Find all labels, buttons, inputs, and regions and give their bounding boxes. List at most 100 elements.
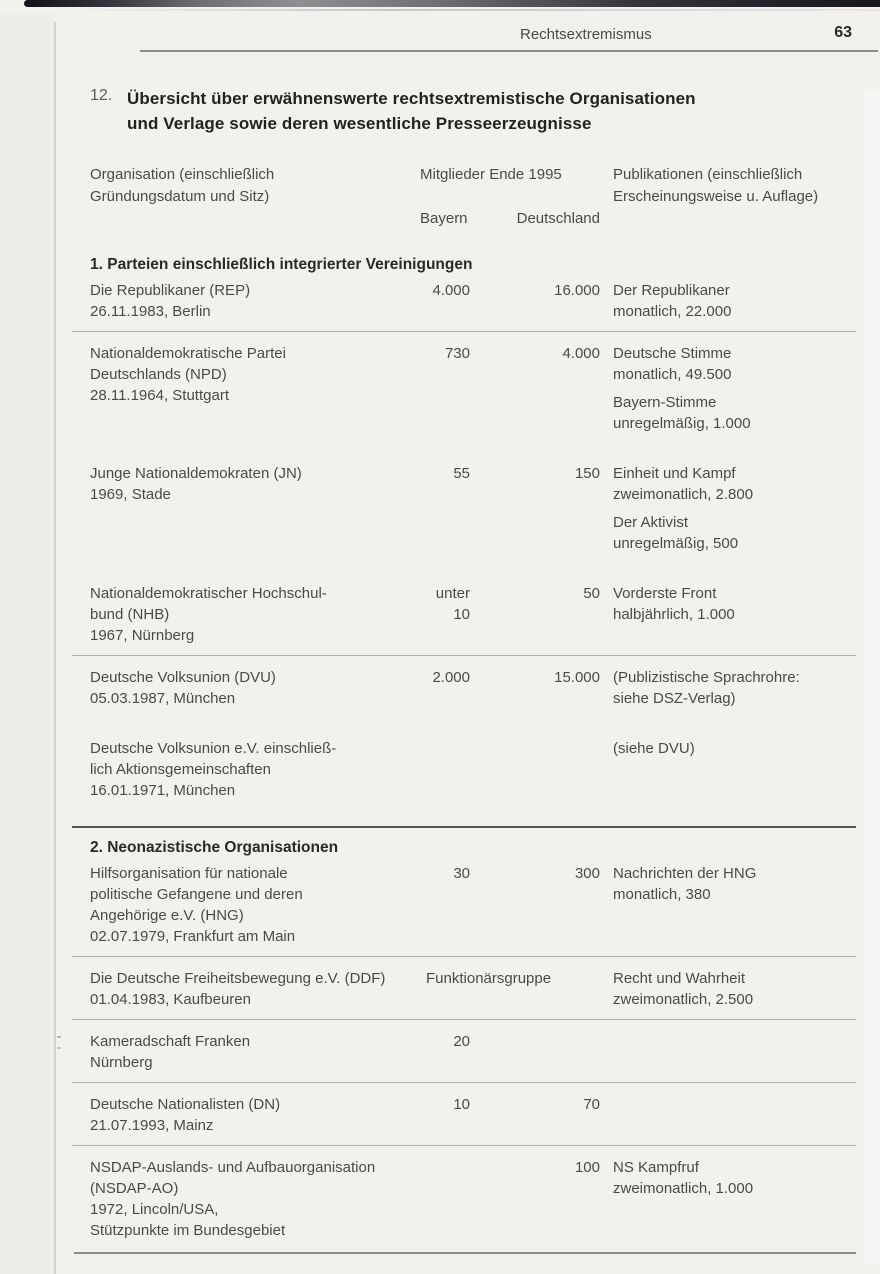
org-line: Junge Nationaldemokraten (JN)	[90, 465, 302, 482]
org-line: bund (NHB)	[90, 606, 170, 623]
publication-line: Der Aktivist	[613, 514, 689, 531]
publication-line: Einheit und Kampf	[613, 465, 736, 482]
publication-entry: Vorderste Front halbjährlich, 1.000	[613, 583, 856, 625]
publication-entry: Recht und Wahrheit zweimonatlich, 2.500	[613, 968, 856, 1010]
publication-line: Deutsche Stimme	[613, 345, 732, 362]
deutschland-members-cell	[470, 1031, 600, 1073]
publication-entry: Deutsche Stimme monatlich, 49.500	[613, 343, 856, 385]
publication-line: unregelmäßig, 1.000	[613, 415, 751, 432]
scan-artifact	[57, 1036, 61, 1049]
publication-entry: Einheit und Kampf zweimonatlich, 2.800	[613, 463, 856, 505]
table-row: Deutsche Volksunion e.V. einschließ-lich…	[90, 733, 856, 810]
org-line: Die Republikaner (REP)	[90, 282, 251, 299]
org-line: 1967, Nürnberg	[90, 627, 195, 644]
bayern-members-cell	[420, 1157, 470, 1241]
publication-line: zweimonatlich, 2.500	[613, 991, 754, 1008]
org-cell: Nationaldemokratischer Hochschul-bund (N…	[90, 583, 420, 646]
deutschland-members-cell: 16.000	[554, 282, 600, 299]
publication-entry: (Publizistische Sprachrohre: siehe DSZ-Ve…	[613, 667, 856, 709]
title-line-1: Übersicht über erwähnenswerte rechtsextr…	[127, 89, 696, 108]
bayern-members-cell: 10	[420, 1094, 470, 1136]
bayern-line: 4.000	[432, 282, 470, 299]
org-line: Nationaldemokratische Partei	[90, 345, 286, 362]
page-content: 12. Übersicht über erwähnenswerte rechts…	[72, 86, 856, 1254]
org-cell: Nationaldemokratische Partei Deutschlands…	[72, 343, 420, 434]
publication-line: zweimonatlich, 1.000	[613, 1180, 754, 1197]
publication-entry: Nachrichten der HNG monatlich, 380	[613, 863, 856, 905]
publications-cell: Deutsche Stimme monatlich, 49.500 Bayern-S…	[600, 343, 856, 434]
bayern-members-cell: 30	[420, 863, 470, 947]
deutschland-members-cell: 50	[583, 585, 600, 602]
publications-cell: NS Kampfruf zweimonatlich, 1.000	[600, 1157, 856, 1241]
org-line: Hilfsorganisation für nationale	[90, 865, 288, 882]
publication-entry: Bayern-Stimme unregelmäßig, 1.000	[613, 392, 856, 434]
bayern-members-cell: 4.000	[420, 280, 470, 322]
org-cell: Deutsche Volksunion (DVU) 05.03.1987, Mün…	[72, 667, 420, 709]
title-text: Übersicht über erwähnenswerte rechtsextr…	[127, 86, 696, 136]
org-line: 01.04.1983, Kaufbeuren	[90, 991, 251, 1008]
column-header-publications-line2: Erscheinungsweise u. Auflage)	[613, 188, 819, 205]
column-header-publications-line1: Publikationen (einschließlich	[613, 166, 803, 183]
org-line: lich Aktionsgemeinschaften	[90, 761, 271, 778]
org-line: Nürnberg	[90, 1054, 153, 1071]
column-header-organisation-line2: Gründungsdatum und Sitz)	[90, 188, 270, 205]
org-line: 1972, Lincoln/USA,	[90, 1201, 219, 1218]
column-header-publications: Publikationen (einschließlich Erscheinun…	[600, 164, 856, 208]
running-head-title: Rechtsextremismus	[520, 26, 652, 43]
publication-line: Recht und Wahrheit	[613, 970, 746, 987]
org-line: Deutsche Volksunion (DVU)	[90, 669, 276, 686]
scan-page-edge	[54, 22, 56, 1274]
scan-book-edge	[24, 0, 880, 7]
column-header-bayern: Bayern	[420, 210, 468, 227]
column-header-members: Mitglieder Ende 1995	[420, 166, 562, 183]
scan-book-edge-shadow	[60, 9, 880, 11]
org-cell: Deutsche Volksunion e.V. einschließ-lich…	[90, 738, 420, 801]
org-line: (NSDAP-AO)	[90, 1180, 179, 1197]
title-line-2: und Verlage sowie deren wesentliche Pres…	[127, 114, 592, 133]
bayern-members-cell	[420, 738, 470, 801]
org-cell: Die Deutsche Freiheitsbewegung e.V. (DDF…	[72, 968, 420, 1010]
publication-line: Bayern-Stimme	[613, 394, 717, 411]
publications-cell: (Publizistische Sprachrohre: siehe DSZ-Ve…	[600, 667, 856, 709]
publication-entry: Der Aktivist unregelmäßig, 500	[613, 512, 856, 554]
scan-right-edge	[864, 90, 880, 1264]
org-line: 21.07.1993, Mainz	[90, 1117, 214, 1134]
column-header-organisation-line1: Organisation (einschließlich	[90, 166, 275, 183]
table-row: Hilfsorganisation für nationale politisch…	[90, 858, 856, 956]
publications-cell: (siehe DVU)	[600, 738, 856, 801]
table-column-headers: Organisation (einschließlich Gründungsda…	[90, 164, 856, 230]
org-line: Die Deutsche Freiheitsbewegung e.V. (DDF…	[90, 970, 386, 987]
org-line: Deutsche Nationalisten (DN)	[90, 1096, 281, 1113]
bayern-members-cell: 730	[420, 343, 470, 434]
bayern-members-cell: unter 10	[420, 583, 470, 646]
section-heading: 1. Parteien einschließlich integrierter …	[90, 256, 473, 273]
bayern-line: 730	[444, 345, 470, 362]
publication-entry: (siehe DVU)	[613, 738, 856, 759]
table-row: Nationaldemokratischer Hochschul-bund (N…	[90, 578, 856, 655]
org-line: 16.01.1971, München	[90, 782, 236, 799]
deutschland-members-cell: 4.000	[562, 345, 600, 362]
bayern-members-cell: 55	[420, 463, 470, 554]
table-row: Deutsche Volksunion (DVU) 05.03.1987, Mün…	[72, 655, 856, 718]
members-span-cell: Funktionärsgruppe	[426, 970, 552, 987]
org-line: politische Gefangene und deren	[90, 886, 303, 903]
publication-line: (siehe DVU)	[613, 740, 695, 757]
running-head-rule	[140, 50, 878, 52]
org-cell: Junge Nationaldemokraten (JN) 1969, Stade	[90, 463, 420, 554]
deutschland-members-cell: 150	[574, 465, 600, 482]
org-line: 28.11.1964, Stuttgart	[90, 387, 229, 404]
bayern-members-cell: 2.000	[420, 667, 470, 709]
org-cell: NSDAP-Auslands- und Aufbauorganisation (N…	[72, 1157, 420, 1241]
org-line: Stützpunkte im Bundesgebiet	[90, 1222, 286, 1239]
org-line: Kameradschaft Franken	[90, 1033, 251, 1050]
publication-line: unregelmäßig, 500	[613, 535, 739, 552]
publications-cell: Nachrichten der HNG monatlich, 380	[600, 863, 856, 947]
table-row: Nationaldemokratische Partei Deutschlands…	[72, 331, 856, 443]
bayern-line: 20	[453, 1033, 470, 1050]
publication-line: monatlich, 49.500	[613, 366, 732, 383]
org-line: 02.07.1979, Frankfurt am Main	[90, 928, 296, 945]
deutschland-members-cell: 15.000	[554, 669, 600, 686]
title-number: 12.	[90, 87, 113, 104]
org-line: NSDAP-Auslands- und Aufbauorganisation	[90, 1159, 376, 1176]
org-line: 26.11.1983, Berlin	[90, 303, 211, 320]
